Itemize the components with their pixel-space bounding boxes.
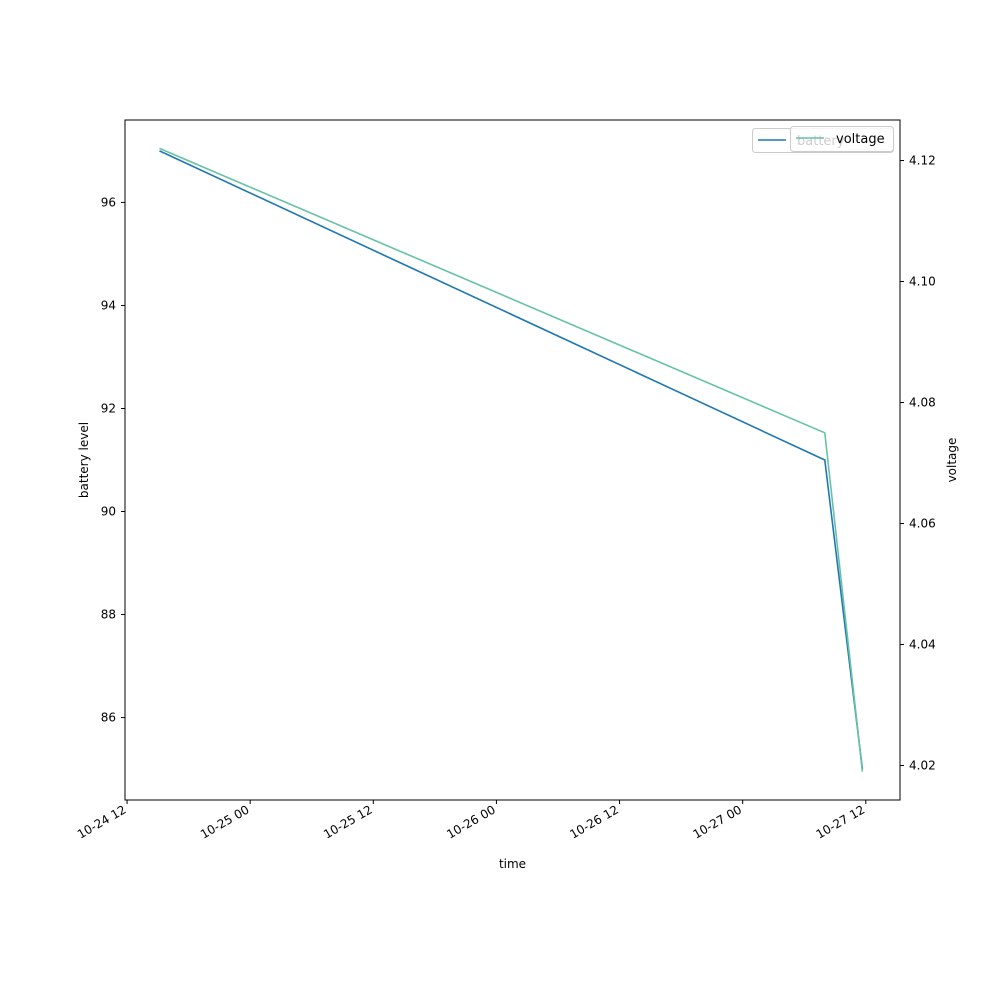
x-tick-label: 10-25 00 xyxy=(198,802,252,841)
y-right-tick-label: 4.10 xyxy=(909,275,936,289)
y-left-tick-label: 96 xyxy=(101,195,116,209)
y-left-tick-label: 90 xyxy=(101,505,116,519)
y-left-tick-label: 88 xyxy=(101,608,116,622)
x-tick-label: 10-27 00 xyxy=(690,802,744,841)
y-right-tick-label: 4.12 xyxy=(909,154,936,168)
y-right-tick-label: 4.04 xyxy=(909,638,936,652)
x-tick-label: 10-26 12 xyxy=(567,802,621,841)
plot-frame xyxy=(124,119,901,801)
legend-label-voltage: voltage xyxy=(836,132,885,147)
y-right-axis-title: voltage xyxy=(945,438,959,483)
y-left-axis-title: battery level xyxy=(77,422,91,498)
y-right-tick-label: 4.02 xyxy=(909,759,936,773)
legend-box-voltage xyxy=(790,126,894,152)
x-axis-title: time xyxy=(499,857,526,871)
y-left-tick-label: 92 xyxy=(101,401,116,415)
x-tick-label: 10-26 00 xyxy=(444,802,498,841)
y-left-tick-label: 94 xyxy=(101,298,116,312)
x-tick-label: 10-24 12 xyxy=(75,802,129,841)
series-line-voltage xyxy=(159,147,864,772)
y-left-tick-label: 86 xyxy=(101,711,116,725)
x-tick-label: 10-27 12 xyxy=(814,802,868,841)
series-line-battery xyxy=(159,150,864,770)
x-tick-label: 10-25 12 xyxy=(321,802,375,841)
y-right-tick-label: 4.06 xyxy=(909,517,936,531)
y-right-tick-label: 4.08 xyxy=(909,396,936,410)
